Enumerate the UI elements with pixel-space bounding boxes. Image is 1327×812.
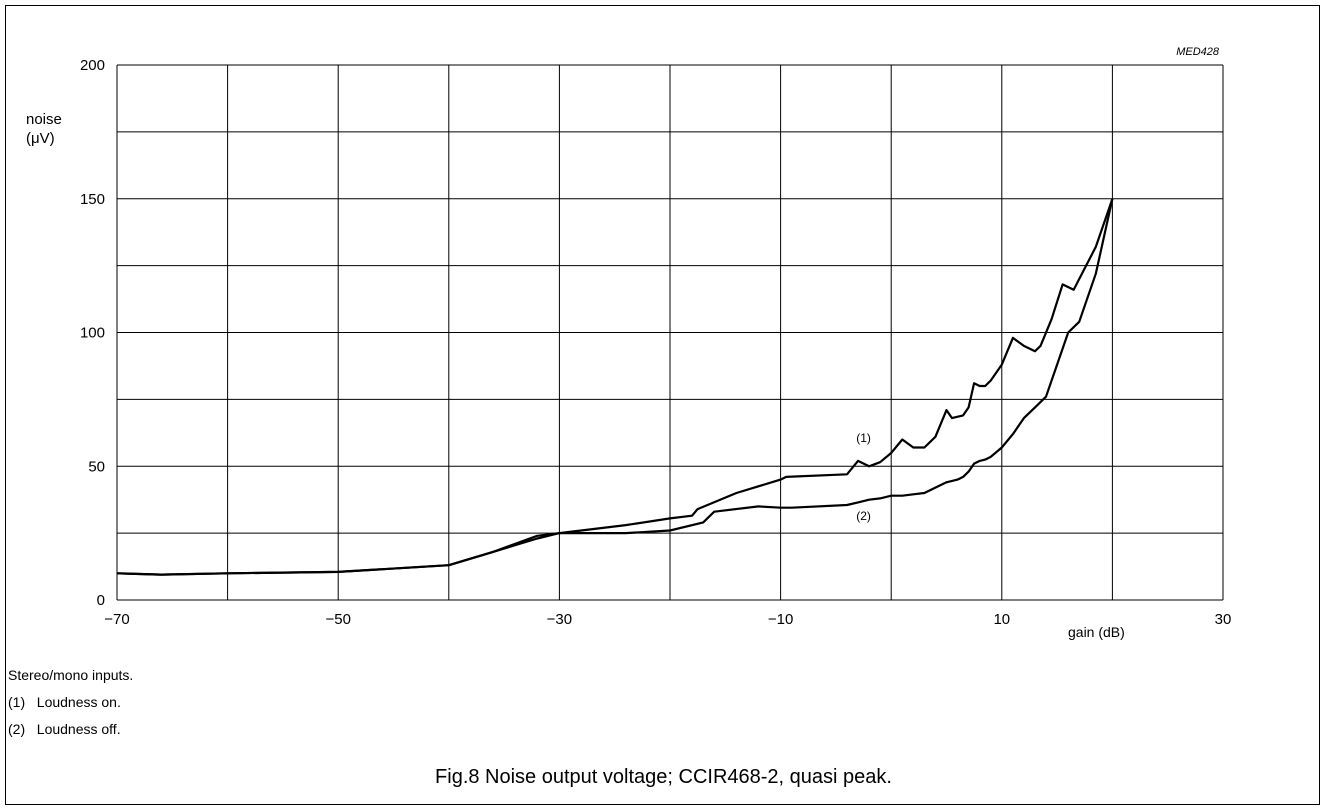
x-tick-label: −70: [104, 611, 129, 628]
note-series-1: (1) Loudness on.: [8, 694, 121, 710]
y-tick-label: 0: [97, 592, 105, 609]
series-label-1: (1): [856, 431, 871, 445]
x-axis-label: gain (dB): [1068, 624, 1125, 640]
x-tick-label: 30: [1215, 611, 1232, 628]
note-inputs: Stereo/mono inputs.: [8, 667, 134, 683]
y-axis-label: noise: [26, 111, 62, 128]
series-line-2: [116, 198, 1114, 576]
figure-code: MED428: [1176, 46, 1220, 58]
x-tick-label: −10: [768, 611, 793, 628]
y-tick-label: 150: [80, 191, 105, 208]
x-tick-label: −50: [325, 611, 350, 628]
figure-caption: Fig.8 Noise output voltage; CCIR468-2, q…: [435, 766, 892, 788]
figure-frame: [5, 5, 1320, 805]
y-tick-label: 100: [80, 325, 105, 342]
x-tick-label: 10: [993, 611, 1010, 628]
x-tick-label: −30: [547, 611, 572, 628]
note-series-2: (2) Loudness off.: [8, 721, 121, 737]
series-line-1: [116, 198, 1114, 576]
series-label-2: (2): [856, 509, 871, 523]
y-tick-label: 200: [80, 57, 105, 74]
y-tick-label: 50: [88, 458, 105, 475]
y-axis-label: (μV): [26, 130, 55, 147]
